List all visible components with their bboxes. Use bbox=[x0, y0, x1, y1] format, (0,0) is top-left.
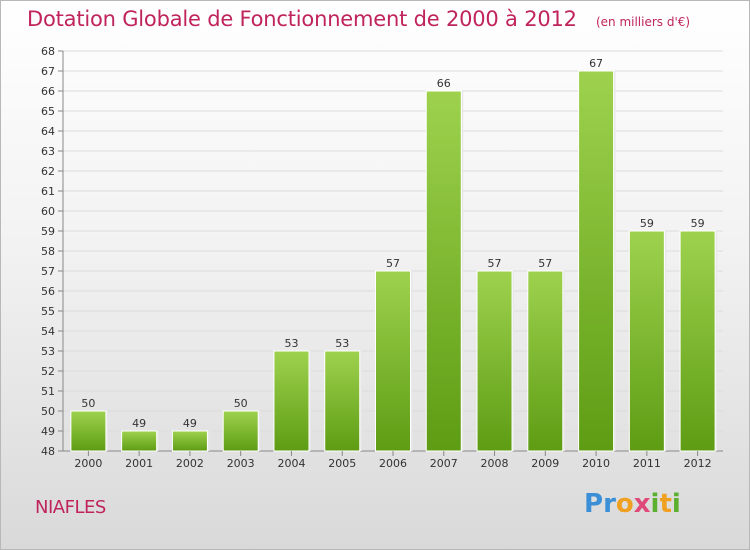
y-tick-label: 63 bbox=[41, 145, 55, 158]
bar bbox=[425, 90, 462, 452]
y-tick-label: 68 bbox=[41, 45, 55, 58]
y-tick-label: 58 bbox=[41, 245, 55, 258]
title-row: Dotation Globale de Fonctionnement de 20… bbox=[27, 7, 690, 31]
y-tick-label: 57 bbox=[41, 265, 55, 278]
bar-value-label: 53 bbox=[335, 337, 349, 350]
x-tick-label: 2005 bbox=[328, 457, 356, 470]
bar-value-label: 53 bbox=[284, 337, 298, 350]
x-tick-label: 2009 bbox=[531, 457, 559, 470]
bar-value-label: 50 bbox=[234, 397, 248, 410]
bar bbox=[679, 230, 716, 452]
y-tick-label: 56 bbox=[41, 285, 55, 298]
bar-value-label: 67 bbox=[589, 57, 603, 70]
bar-value-label: 57 bbox=[488, 257, 502, 270]
x-tick-label: 2006 bbox=[379, 457, 407, 470]
y-tick-label: 50 bbox=[41, 405, 55, 418]
bar-value-label: 59 bbox=[691, 217, 705, 230]
bar bbox=[222, 410, 259, 452]
commune-name: NIAFLES bbox=[35, 497, 106, 518]
bar bbox=[527, 270, 564, 452]
y-tick-label: 64 bbox=[41, 125, 55, 138]
bar-value-label: 50 bbox=[81, 397, 95, 410]
y-tick-label: 59 bbox=[41, 225, 55, 238]
chart-unit: (en milliers d'€) bbox=[595, 15, 691, 29]
bar bbox=[628, 230, 665, 452]
y-tick-label: 60 bbox=[41, 205, 55, 218]
y-tick-label: 66 bbox=[41, 85, 55, 98]
bar-value-label: 66 bbox=[437, 77, 451, 90]
bar-value-label: 57 bbox=[538, 257, 552, 270]
y-tick-label: 49 bbox=[41, 425, 55, 438]
bar-value-label: 57 bbox=[386, 257, 400, 270]
x-tick-label: 2003 bbox=[227, 457, 255, 470]
x-tick-label: 2012 bbox=[684, 457, 712, 470]
proxiti-logo[interactable]: Proxiti bbox=[584, 489, 681, 519]
bar bbox=[375, 270, 411, 452]
y-tick-label: 51 bbox=[41, 385, 55, 398]
x-tick-label: 2008 bbox=[481, 457, 509, 470]
bars: 50 49 49 50 53 53 57 66 57 57 67 59 59 bbox=[70, 57, 718, 452]
x-tick-label: 2000 bbox=[74, 457, 102, 470]
bar bbox=[578, 70, 615, 452]
y-tick-label: 52 bbox=[41, 365, 55, 378]
x-tick-label: 2004 bbox=[277, 457, 305, 470]
y-tick-label: 53 bbox=[41, 345, 55, 358]
bar bbox=[273, 350, 310, 452]
y-tick-label: 61 bbox=[41, 185, 55, 198]
y-tick-label: 62 bbox=[41, 165, 55, 178]
x-tick-label: 2002 bbox=[176, 457, 204, 470]
y-tick-label: 67 bbox=[41, 65, 55, 78]
x-tick-label: 2001 bbox=[125, 457, 153, 470]
bar bbox=[70, 410, 107, 452]
x-tick-label: 2010 bbox=[582, 457, 610, 470]
bar-value-label: 49 bbox=[132, 417, 146, 430]
y-tick-label: 54 bbox=[41, 325, 55, 338]
y-tick-label: 55 bbox=[41, 305, 55, 318]
bar bbox=[324, 350, 361, 452]
y-tick-label: 48 bbox=[41, 445, 55, 458]
bar-value-label: 59 bbox=[640, 217, 654, 230]
x-tick-label: 2007 bbox=[430, 457, 458, 470]
x-axis: 2000 2001 2002 2003 2004 2005 2006 2007 2008 2009… bbox=[74, 451, 712, 470]
x-tick-label: 2011 bbox=[633, 457, 661, 470]
bar bbox=[171, 430, 208, 452]
y-tick-label: 65 bbox=[41, 105, 55, 118]
chart-title: Dotation Globale de Fonctionnement de 20… bbox=[27, 7, 577, 31]
bar-value-label: 49 bbox=[183, 417, 197, 430]
bar bbox=[121, 430, 158, 452]
bar bbox=[476, 270, 513, 452]
